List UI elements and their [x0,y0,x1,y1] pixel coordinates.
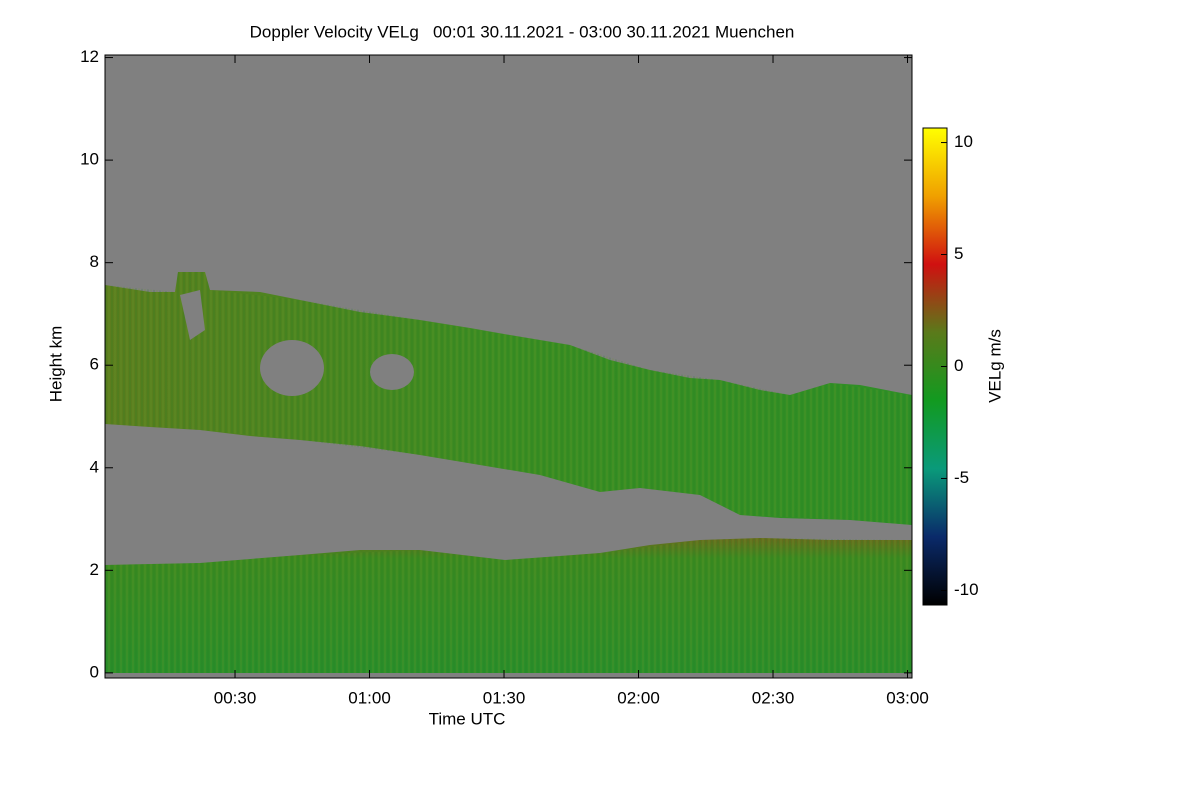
x-tick-label: 00:30 [214,688,257,707]
y-tick-label: 4 [90,457,99,476]
x-axis-label: Time UTC [429,709,506,728]
x-tick-label: 01:00 [348,688,391,707]
y-tick-label: 2 [90,560,99,579]
y-axis-label: Height km [46,326,65,403]
x-tick-label: 02:30 [752,688,795,707]
colorbar-tick-label: 10 [954,132,973,151]
y-tick-label: 12 [80,47,99,66]
velocity-field [105,272,912,673]
plot-frame [104,54,913,679]
x-tick-label: 02:00 [617,688,660,707]
colorbar-tick-label: -5 [954,468,969,487]
x-tick-label: 01:30 [483,688,526,707]
y-tick-label: 0 [90,662,99,681]
x-tick-label: 03:00 [886,688,929,707]
colorbar-tick-label: -10 [954,580,979,599]
colorbar-tick-label: 5 [954,244,963,263]
y-tick-label: 8 [90,252,99,271]
y-tick-label: 6 [90,355,99,374]
colorbar-tick-label: 0 [954,356,963,375]
colorbar-label: VELg m/s [985,329,1004,403]
chart-title: Doppler Velocity VELg 00:01 30.11.2021 -… [250,22,795,41]
y-tick-label: 10 [80,150,99,169]
